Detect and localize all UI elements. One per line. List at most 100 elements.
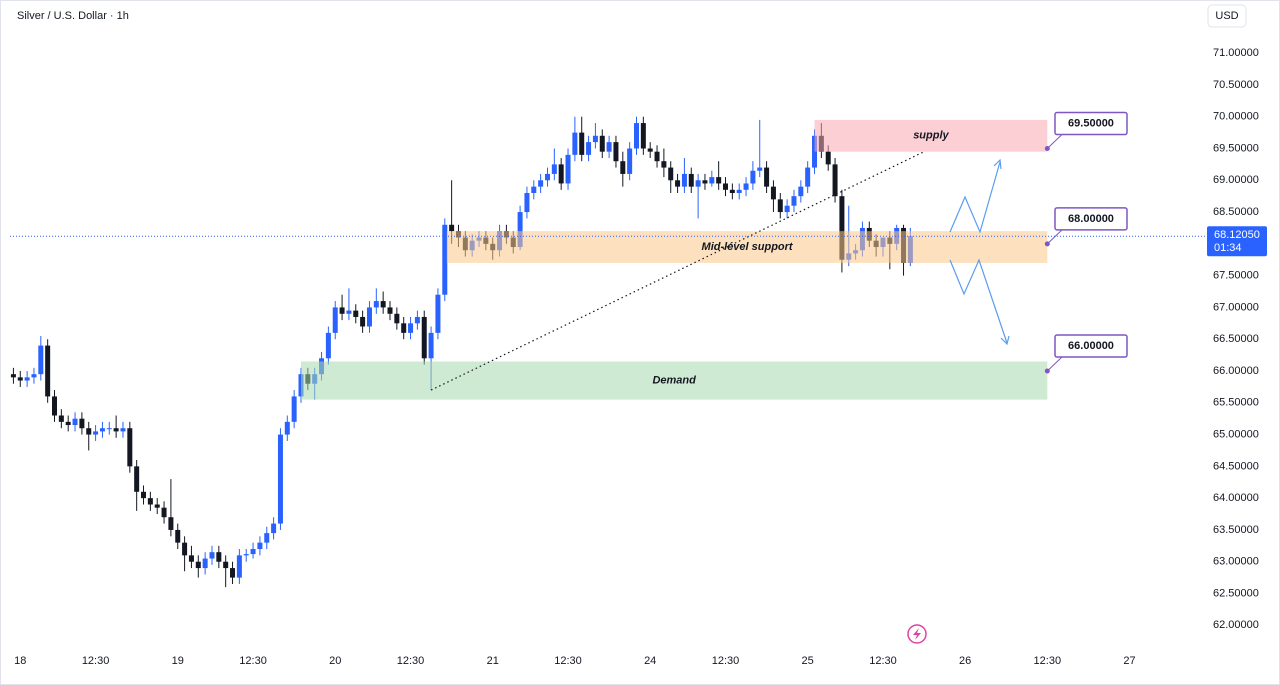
candle-body [93, 431, 99, 435]
y-tick-label: 66.50000 [1213, 333, 1259, 345]
candle-body [230, 568, 236, 578]
callout-label: 68.00000 [1068, 213, 1114, 225]
candle-body [353, 310, 359, 317]
candle-body [325, 332, 331, 359]
candle-body [332, 307, 338, 333]
callout-anchor [1044, 145, 1050, 151]
y-tick-label: 67.50000 [1213, 270, 1259, 282]
callout-anchor [1044, 368, 1050, 374]
candle-body [558, 164, 564, 184]
candle-body [784, 205, 790, 213]
candle-body [24, 377, 30, 381]
candle-body [31, 374, 37, 378]
arrow-up-path [949, 161, 1001, 234]
chart-title[interactable]: Silver / U.S. Dollar · 1h [17, 10, 129, 22]
candle-body [106, 428, 112, 430]
candle-body [127, 428, 133, 467]
lightning-icon[interactable] [907, 624, 927, 644]
candle-body [592, 135, 598, 143]
candle-body [45, 345, 51, 397]
y-tick-label: 65.50000 [1213, 397, 1259, 409]
callout-connector [1046, 356, 1063, 372]
candle-body [723, 183, 729, 190]
candle-body [599, 135, 605, 152]
x-tick-label: 18 [14, 655, 26, 667]
candle-body [154, 504, 160, 508]
callout-connector [1046, 134, 1063, 149]
candle-body [442, 224, 448, 295]
candle-body [654, 151, 660, 162]
x-tick-label: 24 [644, 655, 656, 667]
candle-body [688, 173, 694, 187]
last-price-box [1207, 226, 1267, 257]
candle-body [182, 542, 188, 556]
zone-label: supply [913, 130, 949, 142]
candle-body [565, 154, 571, 184]
x-tick-label: 12:30 [397, 655, 425, 667]
candle-body [572, 132, 578, 155]
candle-body [38, 345, 44, 375]
y-tick-label: 64.00000 [1213, 492, 1259, 504]
candle-body [620, 161, 626, 174]
y-tick-label: 64.50000 [1213, 460, 1259, 472]
candle-body [99, 428, 105, 432]
candle-body [195, 561, 201, 569]
candle-body [579, 132, 585, 155]
zone [814, 119, 1048, 152]
candle-body [360, 316, 366, 327]
candle-body [538, 180, 544, 187]
candle-body [832, 164, 838, 197]
candle-body [10, 374, 16, 378]
candle-body [58, 415, 64, 422]
x-tick-label: 12:30 [82, 655, 110, 667]
candle-body [209, 552, 215, 559]
currency-label[interactable]: USD [1215, 10, 1238, 22]
candle-body [394, 313, 400, 324]
candle-body [141, 491, 147, 499]
callout-anchor [1044, 241, 1050, 247]
candle-body [702, 180, 708, 184]
candle-body [586, 142, 592, 155]
icon-ring[interactable] [907, 624, 927, 644]
y-tick-label: 66.00000 [1213, 365, 1259, 377]
candle-body [798, 186, 804, 197]
candle-body [544, 173, 550, 181]
candle-body [257, 542, 263, 550]
y-tick-label: 71.00000 [1213, 47, 1259, 59]
x-tick-label: 26 [959, 655, 971, 667]
candle-body [243, 554, 249, 556]
y-tick-label: 70.50000 [1213, 79, 1259, 91]
currency-button[interactable] [1207, 4, 1247, 28]
candle-body [17, 377, 23, 381]
callout-label: 66.00000 [1068, 340, 1114, 352]
arrow-down-head [1000, 335, 1010, 346]
icon-bolt[interactable] [913, 628, 921, 640]
candle-body [346, 310, 352, 314]
candle-body [627, 148, 633, 174]
x-tick-label: 12:30 [869, 655, 897, 667]
candle-body [661, 161, 667, 168]
candle-body [175, 529, 181, 543]
y-tick-label: 63.00000 [1213, 556, 1259, 568]
arrow-down-path [949, 258, 1008, 344]
candle-body [223, 561, 229, 569]
candle-body [531, 186, 537, 193]
candle-body [291, 396, 297, 422]
y-tick-label: 70.00000 [1213, 111, 1259, 123]
candle-body [435, 294, 441, 333]
candle-body [271, 523, 277, 534]
candle-body [729, 189, 735, 193]
candle-body [839, 196, 845, 260]
candle-body [764, 167, 770, 187]
countdown-label: 01:34 [1214, 242, 1242, 254]
candle-body [606, 142, 612, 152]
candle-body [414, 316, 420, 324]
candle-body [791, 196, 797, 206]
x-tick-label: 19 [172, 655, 184, 667]
candle-body [216, 552, 222, 562]
candle-body [72, 418, 78, 426]
x-tick-label: 12:30 [712, 655, 740, 667]
candle-body [284, 421, 290, 435]
candle-body [647, 148, 653, 152]
